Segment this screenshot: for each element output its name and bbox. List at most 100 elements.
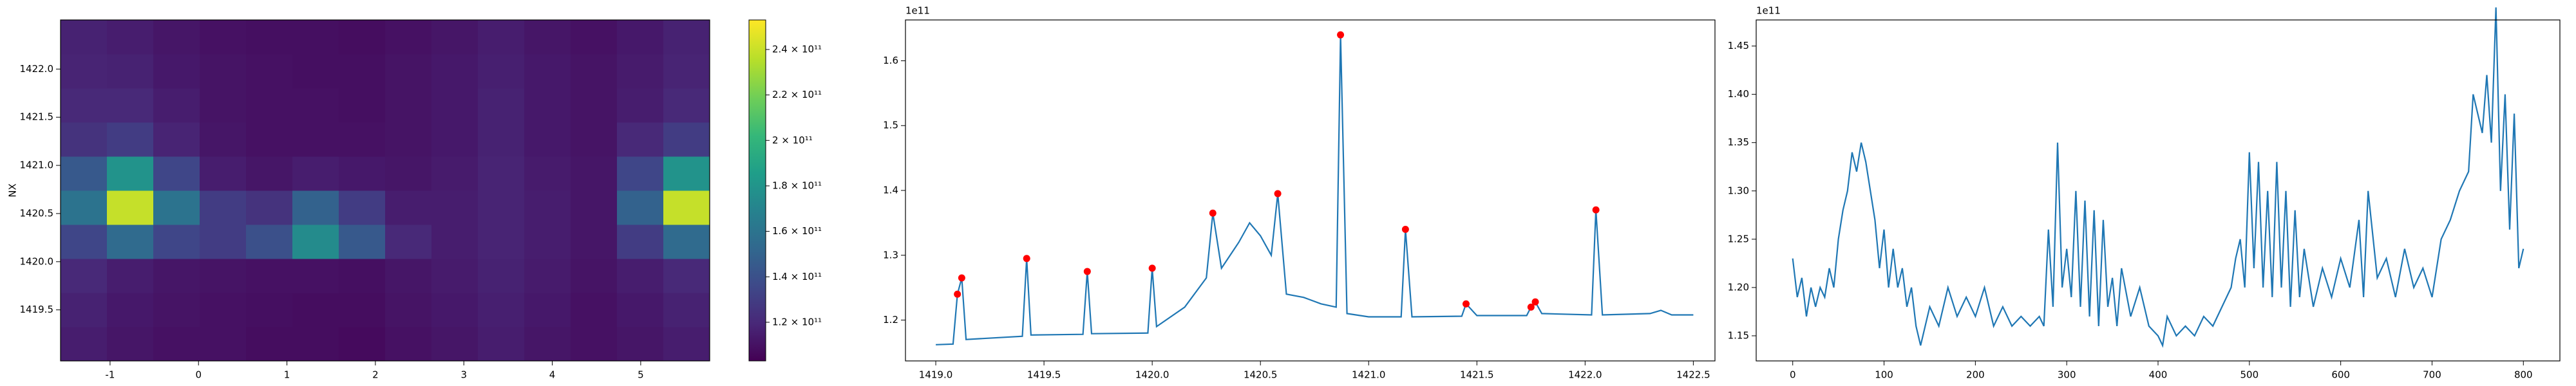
heatmap-cell xyxy=(292,20,339,55)
y-tick-label: 1.4 xyxy=(883,185,898,196)
heatmap-cell xyxy=(107,156,154,191)
heatmap-cell xyxy=(339,327,386,362)
heatmap-cell xyxy=(339,293,386,327)
heatmap-cell xyxy=(571,327,618,362)
heatmap-cell xyxy=(200,293,247,327)
heatmap-cell xyxy=(524,20,571,55)
heatmap-cell xyxy=(431,156,478,191)
x-tick-label: 1420.5 xyxy=(1244,369,1278,381)
heatmap-cell xyxy=(663,259,710,293)
heatmap-cell xyxy=(478,259,525,293)
heatmap-cell xyxy=(61,190,108,225)
heatmap-cell xyxy=(431,122,478,157)
heatmap-cell xyxy=(478,122,525,157)
heatmap-cell xyxy=(200,156,247,191)
heatmap-cell xyxy=(292,327,339,362)
peak-marker xyxy=(1401,225,1409,233)
heatmap-cell xyxy=(663,156,710,191)
axes-frame xyxy=(60,19,710,362)
peak-marker xyxy=(954,290,961,298)
heatmap-cell xyxy=(107,20,154,55)
y-tick-label: 1.35 xyxy=(1728,136,1749,148)
heatmap-cell xyxy=(61,259,108,293)
heatmap-cell xyxy=(385,88,432,123)
heatmap-cell xyxy=(200,20,247,55)
axes-frame xyxy=(1756,19,2561,362)
x-tick-label: 1419.5 xyxy=(1027,369,1061,381)
heatmap-cell xyxy=(200,54,247,89)
heatmap-cell xyxy=(617,225,664,259)
heatmap-cell xyxy=(153,225,200,259)
heatmap-cell xyxy=(385,259,432,293)
heatmap-cell xyxy=(524,88,571,123)
heatmap-cell xyxy=(107,225,154,259)
heatmap-cell xyxy=(524,225,571,259)
heatmap-cell xyxy=(292,259,339,293)
heatmap-cell xyxy=(431,190,478,225)
line xyxy=(936,35,1694,345)
x-tick-label: 1421.5 xyxy=(1460,369,1494,381)
x-tick-label: 100 xyxy=(1875,369,1893,381)
heatmap-cell xyxy=(524,293,571,327)
colorbar-tick-label: 1.4 × 10¹¹ xyxy=(772,271,822,282)
heatmap-cell xyxy=(339,88,386,123)
heatmap-cell xyxy=(339,259,386,293)
heatmap-cell xyxy=(107,54,154,89)
peak-marker xyxy=(1083,268,1091,275)
heatmap-cell xyxy=(524,122,571,157)
heatmap-cell xyxy=(246,327,293,362)
heatmap-cell xyxy=(431,327,478,362)
heatmap-cell xyxy=(292,190,339,225)
heatmap-cell xyxy=(431,293,478,327)
heatmap-cell xyxy=(339,225,386,259)
peak-marker xyxy=(1592,206,1600,214)
colorbar xyxy=(748,19,766,362)
x-tick-label: 200 xyxy=(1966,369,1985,381)
colorbar-tick-label: 1.6 × 10¹¹ xyxy=(772,225,822,237)
heatmap-cell xyxy=(663,122,710,157)
y-tick-label: 1.2 xyxy=(883,314,898,326)
y-tick-label: 1420.5 xyxy=(20,207,54,219)
y-tick-label: 1.6 xyxy=(883,55,898,66)
x-tick-label: 3 xyxy=(460,369,467,381)
heatmap-cell xyxy=(246,54,293,89)
heatmap-cell xyxy=(61,88,108,123)
heatmap-cell xyxy=(246,122,293,157)
heatmap-cell xyxy=(385,54,432,89)
heatmap-cell xyxy=(663,190,710,225)
y-tick-label: 1.5 xyxy=(883,120,898,131)
heatmap-cell xyxy=(663,20,710,55)
y-tick-label: 1419.5 xyxy=(20,304,54,315)
heatmap-cell xyxy=(153,54,200,89)
heatmap-cell xyxy=(385,122,432,157)
heatmap-cell xyxy=(571,122,618,157)
heatmap-cell xyxy=(617,88,664,123)
heatmap-cell xyxy=(571,225,618,259)
heatmap-cell xyxy=(200,122,247,157)
heatmap-cell xyxy=(431,54,478,89)
heatmap-cell xyxy=(617,54,664,89)
heatmap-cell xyxy=(524,156,571,191)
x-tick-label: -1 xyxy=(105,369,115,381)
y-tick-label: 1421.5 xyxy=(20,111,54,123)
heatmap-cell xyxy=(292,54,339,89)
heatmap-cell xyxy=(339,122,386,157)
heatmap-cell xyxy=(200,327,247,362)
offset-label: 1e11 xyxy=(905,5,930,17)
heatmap-cell xyxy=(153,20,200,55)
x-tick-label: 1422.0 xyxy=(1568,369,1602,381)
heatmap-cell xyxy=(107,293,154,327)
axes-frame xyxy=(905,19,1716,362)
heatmap-cell xyxy=(617,156,664,191)
x-tick-label: 2 xyxy=(372,369,379,381)
colorbar-tick-label: 1.2 × 10¹¹ xyxy=(772,316,822,327)
heatmap-cell xyxy=(153,327,200,362)
heatmap-cell xyxy=(153,88,200,123)
heatmap-cell xyxy=(571,88,618,123)
heatmap-cell xyxy=(339,54,386,89)
heatmap-cell xyxy=(292,88,339,123)
heatmap-cell xyxy=(571,54,618,89)
y-tick-label: 1421.0 xyxy=(20,160,54,171)
heatmap-cell xyxy=(571,156,618,191)
y-tick-label: 1.40 xyxy=(1728,88,1749,100)
